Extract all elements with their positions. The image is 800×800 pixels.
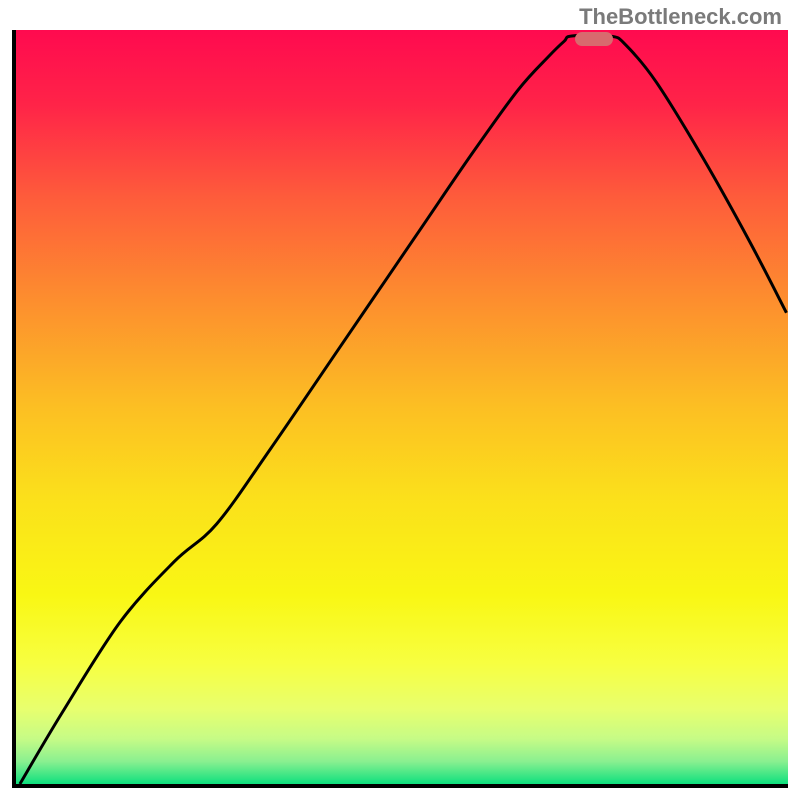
watermark-text: TheBottleneck.com — [579, 4, 782, 30]
bottleneck-chart — [12, 30, 788, 788]
optimal-balance-marker — [575, 32, 613, 46]
gradient-background — [16, 30, 788, 784]
